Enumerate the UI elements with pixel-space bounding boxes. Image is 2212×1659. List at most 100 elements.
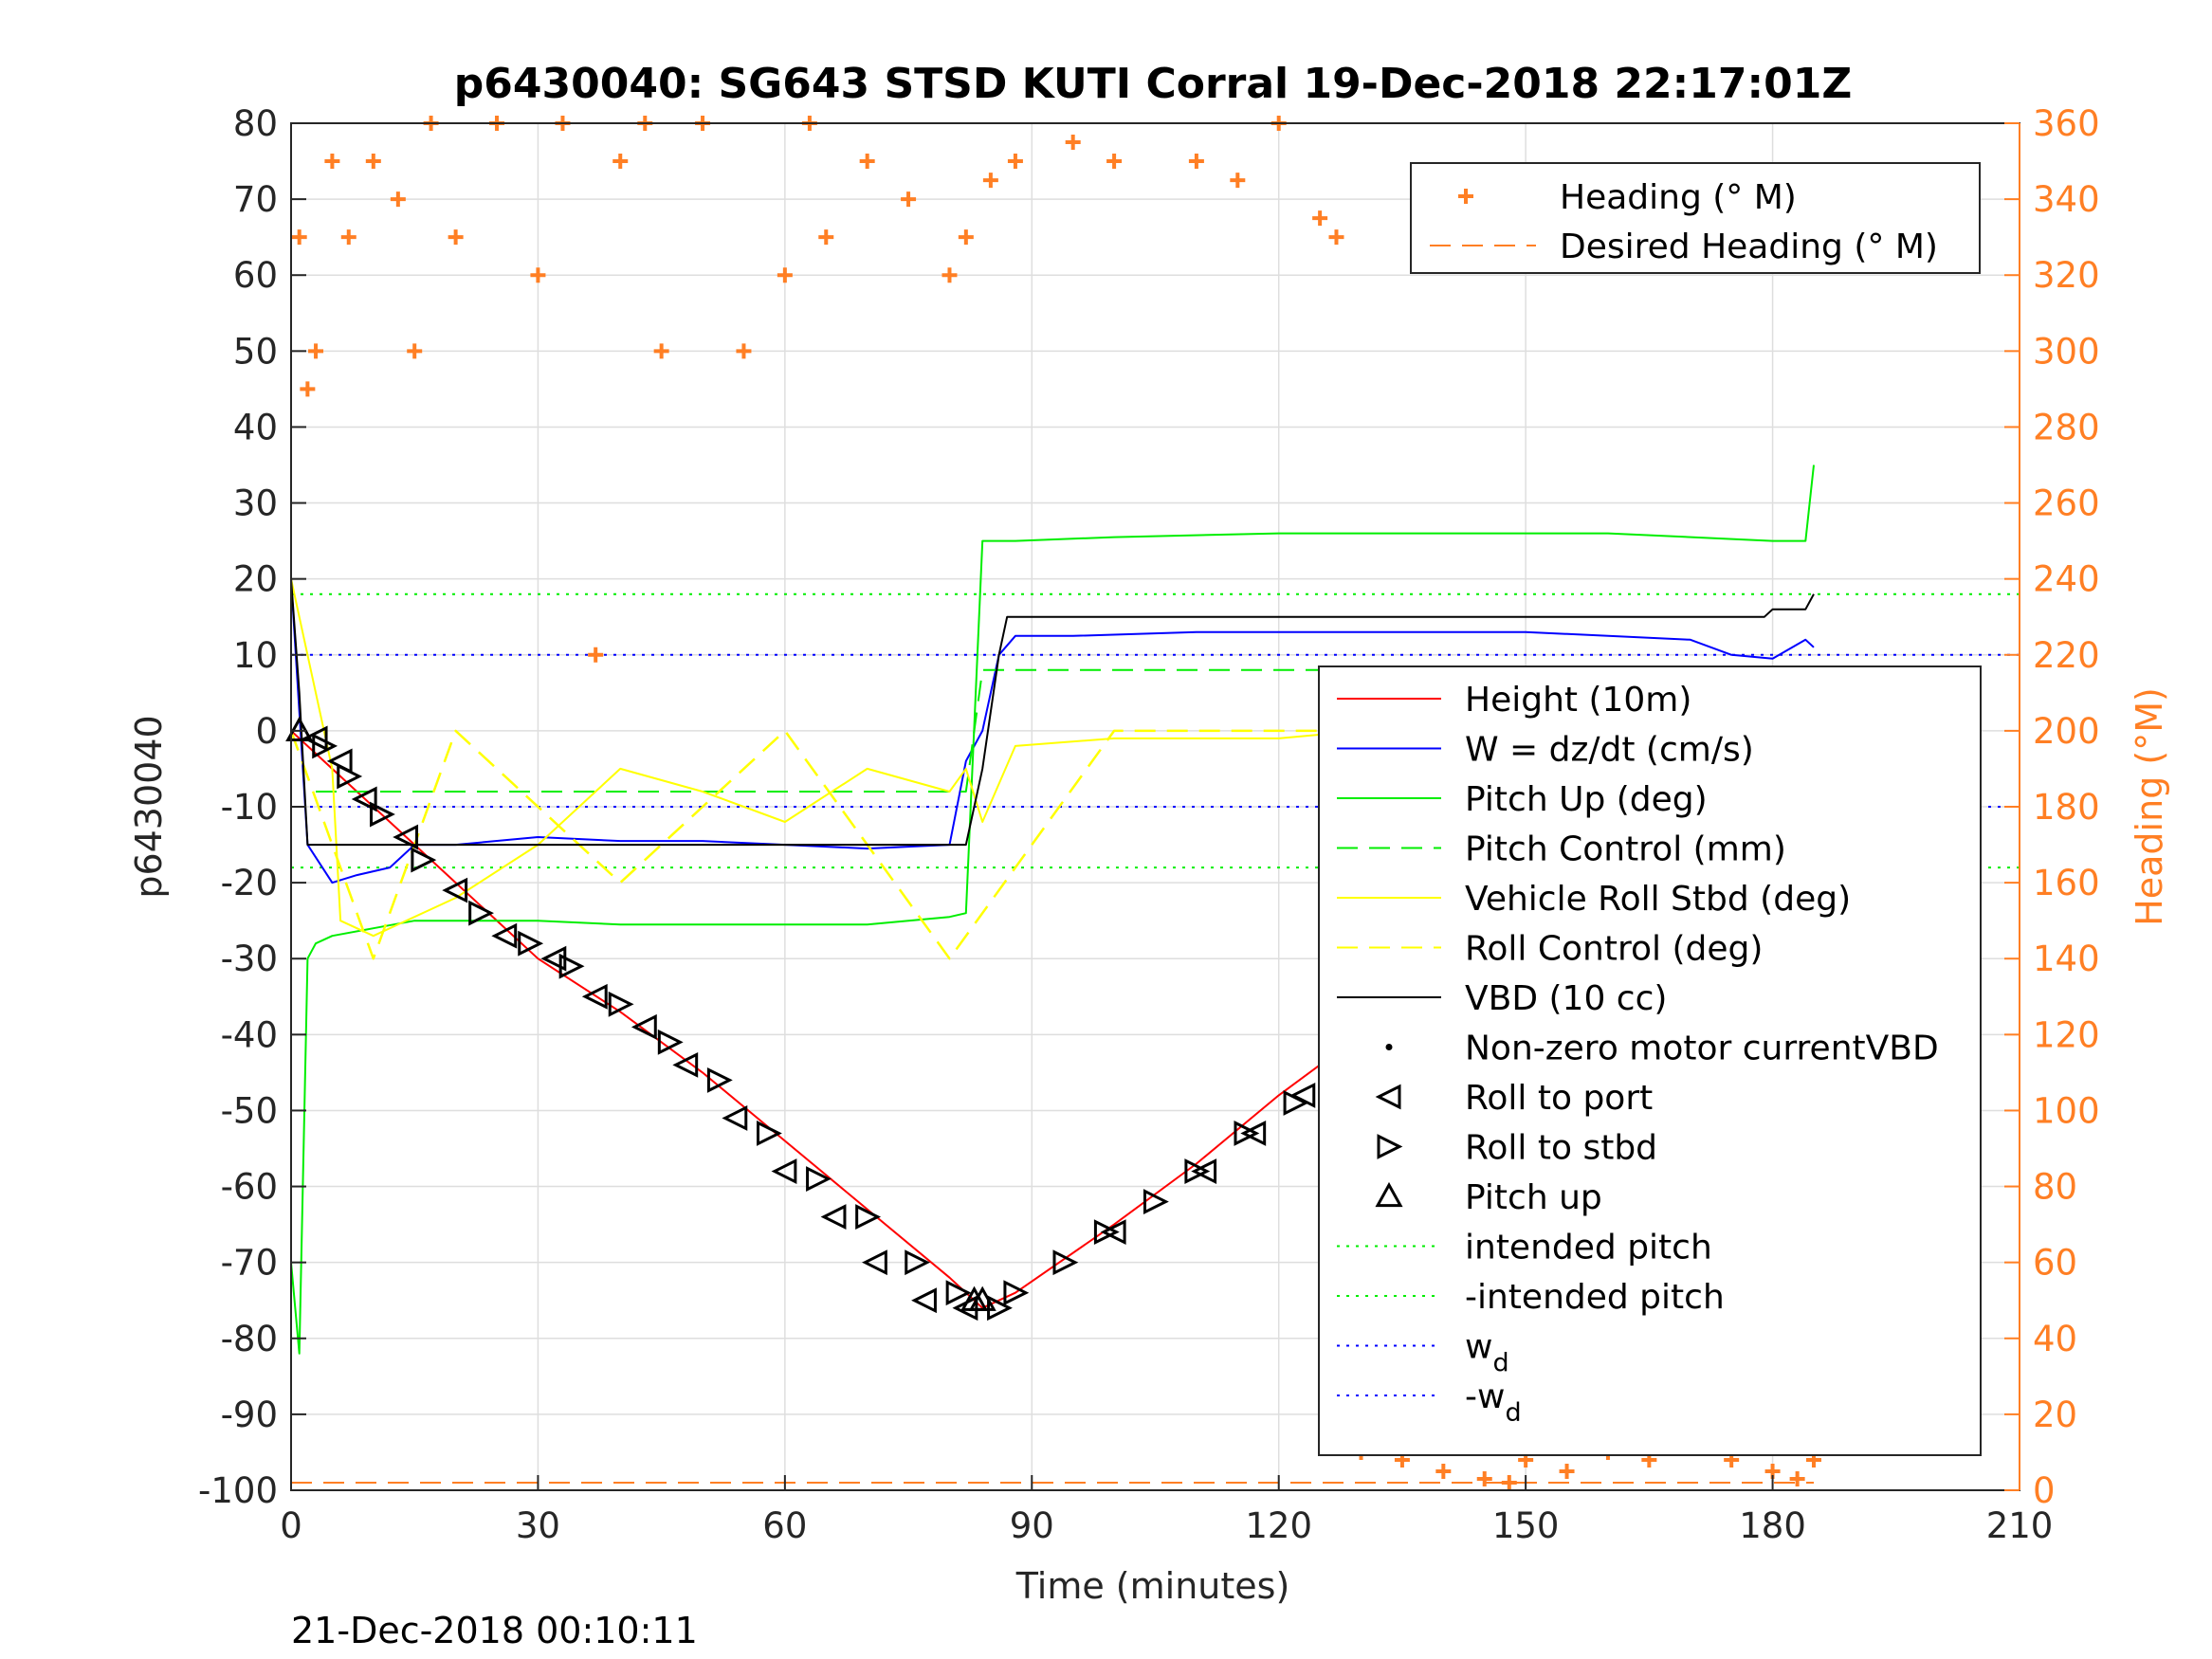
legend-label-text: Vehicle Roll Stbd (deg) — [1465, 880, 1851, 919]
roll-to-stbd-marker — [518, 930, 544, 957]
heading-point — [958, 229, 974, 246]
y-right-tick-label: 340 — [2033, 179, 2100, 220]
chart-title: p6430040: SG643 STSD KUTI Corral 19-Dec-… — [454, 60, 1852, 108]
y-tick-label: 0 — [255, 711, 278, 752]
legend-label-text: Pitch Control (mm) — [1465, 830, 1786, 869]
y-tick-label: 30 — [233, 483, 278, 524]
legend-label-text: Non-zero motor currentVBD — [1465, 1030, 1939, 1068]
roll-to-port-marker — [581, 983, 608, 1010]
roll-to-port-marker — [442, 877, 468, 903]
y-right-tick-label: 240 — [2033, 559, 2100, 600]
roll-to-stbd-marker — [756, 1121, 782, 1146]
roll-to-port-marker — [631, 1013, 657, 1040]
heading-point — [941, 267, 958, 283]
legend-label-text: -w — [1465, 1377, 1505, 1416]
series-pitch-up-deg — [290, 465, 1815, 1355]
y-tick-label: -50 — [221, 1090, 278, 1131]
legend-label-text: W = dz/dt (cm/s) — [1465, 731, 1754, 770]
heading-point — [407, 343, 423, 359]
heading-point — [1188, 154, 1204, 170]
roll-to-stbd-marker — [706, 1066, 733, 1093]
legend-label: Roll to port — [1465, 1079, 1653, 1118]
x-tick-label: 30 — [516, 1505, 560, 1546]
heading-point — [390, 191, 406, 208]
heading-point — [1065, 135, 1081, 151]
legend-symbol — [1385, 1044, 1393, 1050]
x-tick-label: 0 — [280, 1505, 302, 1546]
legend-label: -intended pitch — [1465, 1278, 1725, 1317]
legend-label-text: Roll to port — [1465, 1079, 1653, 1118]
legend-label-text: intended pitch — [1465, 1229, 1712, 1267]
y-right-tick-label: 300 — [2033, 331, 2100, 372]
roll-to-stbd-marker — [1003, 1280, 1030, 1306]
roll-to-port-marker — [771, 1158, 797, 1184]
legend-label: Pitch Up (deg) — [1465, 780, 1708, 819]
roll-to-stbd-marker — [945, 1280, 972, 1306]
roll-to-stbd-marker — [1093, 1219, 1120, 1246]
roll-to-stbd-marker — [369, 801, 395, 828]
legend-label-text: Roll Control (deg) — [1465, 930, 1763, 969]
y-right-tick-label: 320 — [2033, 255, 2100, 296]
x-tick-label: 90 — [1010, 1505, 1054, 1546]
heading-point — [308, 343, 324, 359]
y-right-tick-label: 220 — [2033, 635, 2100, 676]
legend-heading: Heading (° M) Desired Heading (° M) — [1410, 162, 1981, 274]
legend-label-text: Pitch Up (deg) — [1465, 780, 1708, 819]
y-right-tick-label: 360 — [2033, 103, 2100, 144]
legend-label: Pitch Control (mm) — [1465, 830, 1786, 869]
heading-point — [1559, 1463, 1575, 1479]
y-tick-label: -10 — [221, 787, 278, 828]
heading-point — [736, 343, 752, 359]
legend-label: wd — [1465, 1328, 1509, 1378]
roll-to-port-marker — [1240, 1121, 1267, 1146]
roll-to-stbd-marker — [1283, 1090, 1309, 1116]
legend-label: VBD (10 cc) — [1465, 979, 1667, 1018]
heading-point — [530, 267, 546, 283]
heading-point — [1476, 1470, 1492, 1486]
roll-to-port-marker — [722, 1105, 748, 1131]
roll-to-stbd-marker — [608, 991, 634, 1017]
y-tick-label: 10 — [233, 635, 278, 676]
x-tick-label: 60 — [762, 1505, 807, 1546]
x-tick-label: 210 — [1986, 1505, 2054, 1546]
series-w-dz-dt-cm-s — [290, 578, 1815, 884]
heading-point — [291, 229, 307, 246]
legend-heading-symbol — [1458, 189, 1473, 204]
y-right-tick-label: 40 — [2033, 1319, 2077, 1359]
heading-point — [588, 647, 604, 663]
legend-label-text: Height (10m) — [1465, 681, 1691, 720]
roll-to-stbd-marker — [312, 733, 338, 759]
legend-label: Roll to stbd — [1465, 1129, 1657, 1168]
heading-point — [300, 381, 316, 397]
roll-to-stbd-marker — [1234, 1121, 1260, 1146]
legend-label-subscript: d — [1492, 1349, 1508, 1378]
legend-label-text: Roll to stbd — [1465, 1129, 1657, 1168]
y-tick-label: -20 — [221, 863, 278, 903]
heading-point — [365, 154, 381, 170]
roll-to-stbd-marker — [1052, 1249, 1079, 1276]
y-tick-label: -60 — [221, 1167, 278, 1208]
y-axis-label: p6430040 — [128, 715, 170, 898]
legend-symbol — [1377, 1134, 1403, 1159]
legend-heading-label: Heading (° M) — [1560, 178, 1797, 217]
roll-to-port-marker — [1191, 1158, 1217, 1184]
pitch-up-marker — [285, 716, 314, 741]
legend-label-subscript: d — [1505, 1398, 1521, 1428]
y-tick-label: 70 — [233, 179, 278, 220]
legend-label: intended pitch — [1465, 1229, 1712, 1267]
heading-point — [818, 229, 834, 246]
y-tick-label: -100 — [198, 1470, 278, 1511]
roll-to-port-marker — [302, 725, 328, 752]
x-tick-label: 150 — [1492, 1505, 1560, 1546]
legend-label-text: Pitch up — [1465, 1178, 1602, 1217]
roll-to-stbd-marker — [337, 763, 363, 790]
legend-label-text: -intended pitch — [1465, 1278, 1725, 1317]
y-right-tick-label: 0 — [2033, 1470, 2056, 1511]
y-right-tick-label: 80 — [2033, 1167, 2077, 1208]
legend-heading-box — [1410, 162, 1981, 274]
roll-to-stbd-marker — [558, 953, 585, 979]
y-axis-right: 0 20 40 60 80 100 120 140 160 180 200 220 240 260 280 3… — [2004, 103, 2100, 1511]
y-tick-label: 60 — [233, 255, 278, 296]
roll-to-stbd-marker — [411, 847, 437, 873]
